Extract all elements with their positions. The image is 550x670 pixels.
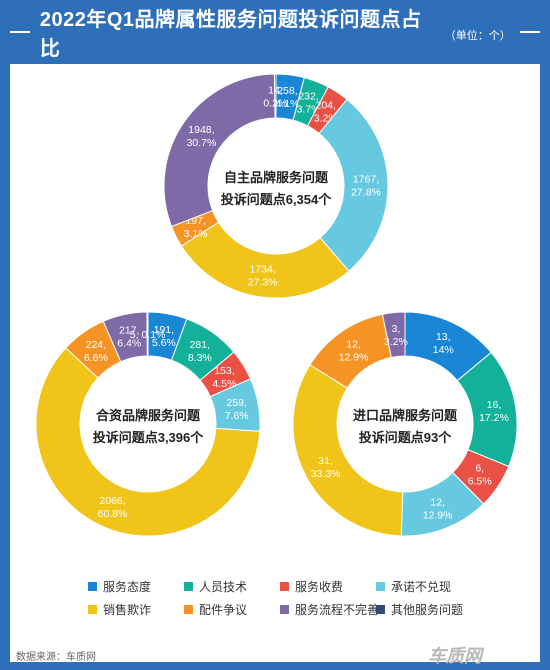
donut-chart: 13, 14% 16, 17.2% 6, 6.5% 12, 12.9% 31, 33.3% 12, 1… bbox=[292, 311, 518, 537]
donut-center-label: 投诉问题点3,396个 bbox=[93, 430, 205, 445]
donut-slice bbox=[163, 73, 276, 228]
slice-data-label: 13, 14% bbox=[433, 331, 454, 356]
watermark-logo: 车质网 bbox=[428, 646, 482, 666]
donut-slice bbox=[292, 364, 404, 537]
legend-label: 服务流程不完善 bbox=[295, 603, 380, 617]
legend-swatch bbox=[184, 582, 193, 591]
legend-label: 服务态度 bbox=[103, 580, 152, 594]
legend-label: 配件争议 bbox=[199, 603, 248, 617]
donut-slice bbox=[381, 311, 406, 358]
slice-data-label: 5, 0.1% bbox=[130, 329, 166, 341]
legend-label: 人员技术 bbox=[199, 580, 248, 594]
donut-center-label: 自主品牌服务问题 bbox=[224, 170, 329, 185]
legend-label: 销售欺诈 bbox=[103, 603, 152, 617]
donut-center-label: 进口品牌服务问题 bbox=[353, 408, 458, 423]
legend-swatch bbox=[88, 582, 97, 591]
legend-item: 配件争议 bbox=[184, 601, 280, 618]
slice-data-label: 217, 6.4% bbox=[117, 324, 141, 349]
legend-item: 销售欺诈 bbox=[88, 601, 184, 618]
legend-label: 服务收费 bbox=[295, 580, 344, 594]
slice-data-label: 1767, 27.8% bbox=[351, 174, 381, 199]
donut-center-label: 合资品牌服务问题 bbox=[96, 408, 201, 423]
header: 2022年Q1品牌属性服务问题投诉问题点占比 （单位：个） bbox=[0, 0, 550, 64]
donut-center-label: 投诉问题点6,354个 bbox=[221, 192, 333, 207]
legend-swatch bbox=[184, 605, 193, 614]
donut-chart: 191, 5.6% 281, 8.3%153, 4.5% 259, 7.6% 2066, 60.… bbox=[35, 311, 261, 537]
legend-swatch bbox=[376, 582, 385, 591]
legend-swatch bbox=[280, 582, 289, 591]
slice-data-label: 2066, 60.8% bbox=[98, 495, 128, 520]
slice-data-label: 6, 6.5% bbox=[468, 463, 492, 488]
slice-data-label: 153, 4.5% bbox=[212, 365, 236, 390]
slice-data-label: 12, 12.9% bbox=[339, 339, 369, 364]
slice-data-label: 258, 4.1% bbox=[275, 85, 299, 110]
legend-item: 服务流程不完善 bbox=[280, 601, 380, 618]
legend: 服务态度 人员技术 服务收费 承诺不兑现销售欺诈 配件争议 服务流程不完善 其他服务问题 bbox=[88, 578, 488, 618]
unit-note: （单位：个） bbox=[444, 29, 511, 42]
slice-data-label: 12, 12.9% bbox=[423, 496, 453, 521]
legend-item: 其他服务问题 bbox=[376, 601, 486, 618]
legend-label: 其他服务问题 bbox=[391, 603, 464, 617]
slice-data-label: 224, 6.6% bbox=[84, 339, 108, 364]
slice-data-label: 191, 5.6% bbox=[152, 324, 176, 349]
donut-center-label: 投诉问题点93个 bbox=[359, 430, 452, 445]
donut-chart: 258, 4.1%232, 3.7%204, 3.2%1767, 27.8%1734, 2… bbox=[163, 73, 389, 299]
legend-swatch bbox=[280, 605, 289, 614]
slice-data-label: 259, 7.6% bbox=[225, 397, 249, 422]
legend-swatch bbox=[88, 605, 97, 614]
slice-data-label: 16, 17.2% bbox=[479, 399, 509, 424]
donut-slice bbox=[273, 73, 277, 119]
slice-data-label: 1948, 30.7% bbox=[187, 124, 217, 149]
title-right-rule bbox=[520, 31, 540, 33]
donut-slice bbox=[35, 347, 261, 537]
title-left-rule bbox=[10, 31, 30, 33]
slice-data-label: 14, 0.2% bbox=[263, 85, 287, 110]
donut-slice bbox=[146, 311, 149, 357]
slice-data-label: 31, 33.3% bbox=[311, 455, 341, 480]
legend-item: 人员技术 bbox=[184, 578, 280, 595]
legend-item: 承诺不兑现 bbox=[376, 578, 486, 595]
slice-data-label: 3, 3.2% bbox=[384, 323, 408, 348]
legend-label: 承诺不兑现 bbox=[391, 580, 452, 594]
slice-data-label: 1734, 27.3% bbox=[248, 263, 278, 288]
slice-data-label: 281, 8.3% bbox=[188, 339, 212, 364]
legend-item: 服务态度 bbox=[88, 578, 184, 595]
legend-item: 服务收费 bbox=[280, 578, 376, 595]
donut-slice bbox=[180, 221, 350, 299]
legend-swatch bbox=[376, 605, 385, 614]
page-title: 2022年Q1品牌属性服务问题投诉问题点占比 bbox=[39, 9, 422, 60]
donut-slice bbox=[318, 98, 389, 272]
source-note: 数据来源：车质网 bbox=[16, 652, 96, 663]
